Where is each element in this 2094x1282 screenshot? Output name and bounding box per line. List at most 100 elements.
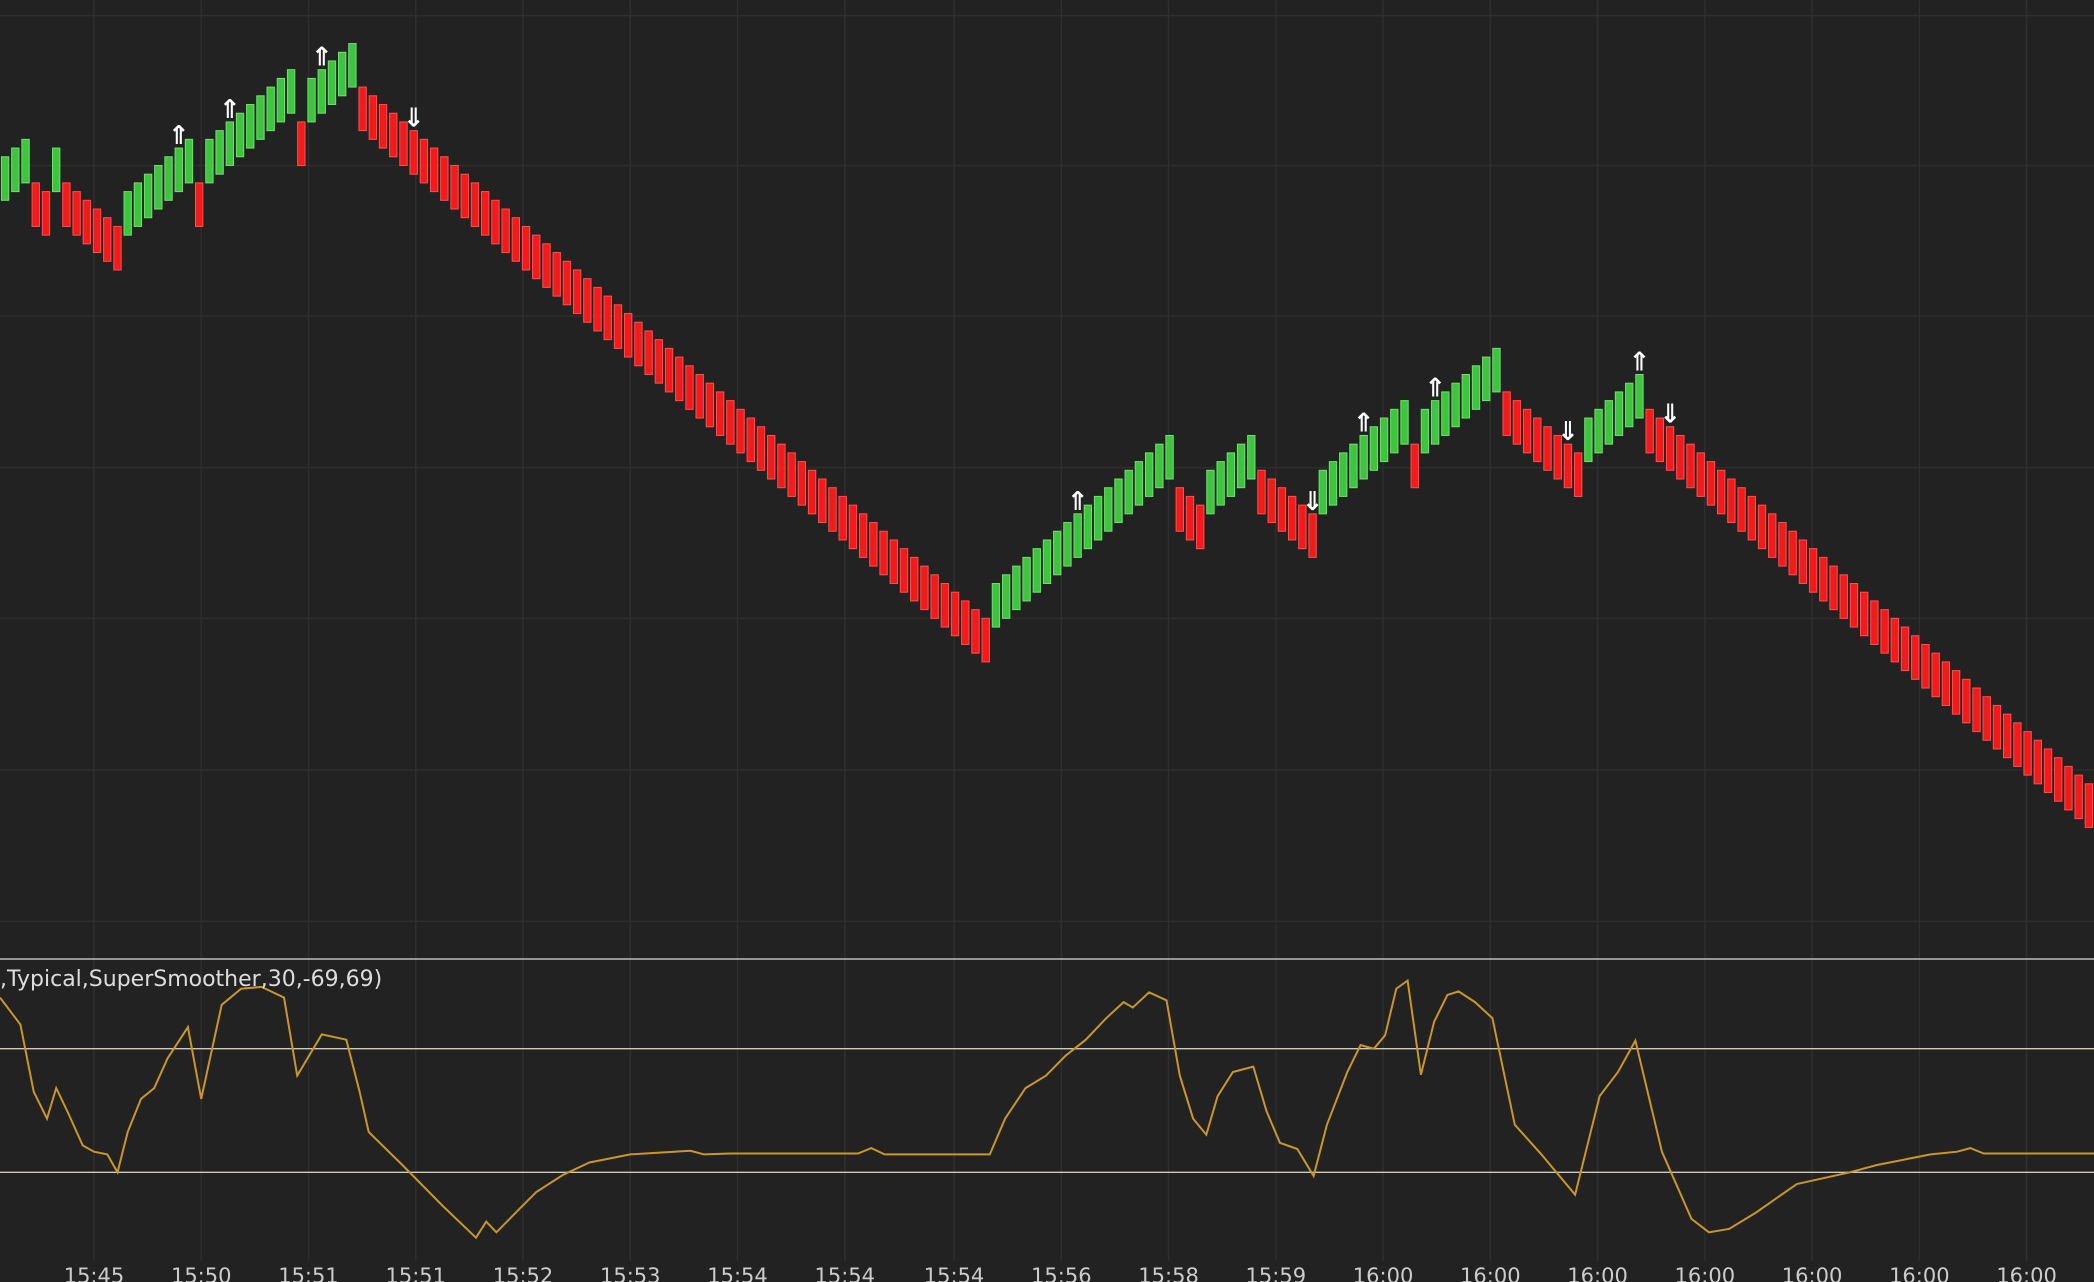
renko-brick bbox=[767, 434, 776, 480]
renko-brick bbox=[1716, 469, 1726, 515]
renko-brick bbox=[818, 478, 827, 524]
renko-brick bbox=[1277, 487, 1287, 532]
renko-brick bbox=[1788, 530, 1797, 576]
renko-brick bbox=[848, 504, 858, 550]
renko-brick bbox=[215, 130, 224, 175]
renko-brick bbox=[521, 225, 531, 271]
renko-brick bbox=[1727, 478, 1736, 524]
x-tick-label: 15:51 bbox=[385, 1264, 446, 1282]
renko-brick bbox=[429, 147, 439, 193]
renko-brick bbox=[123, 191, 132, 236]
renko-brick bbox=[389, 112, 398, 158]
renko-brick bbox=[470, 182, 480, 227]
renko-brick bbox=[1829, 565, 1838, 611]
renko-brick bbox=[1104, 487, 1113, 532]
renko-brick bbox=[450, 164, 459, 210]
renko-brick bbox=[1941, 661, 1951, 706]
renko-brick bbox=[1420, 408, 1430, 454]
x-tick-label: 15:54 bbox=[814, 1264, 875, 1282]
renko-brick bbox=[31, 182, 40, 227]
x-tick-label: 16:00 bbox=[1460, 1264, 1521, 1282]
renko-brick bbox=[1124, 469, 1133, 515]
renko-brick bbox=[358, 86, 367, 132]
renko-brick bbox=[1216, 461, 1225, 506]
x-tick-label: 16:00 bbox=[1567, 1264, 1628, 1282]
renko-brick bbox=[1236, 443, 1246, 489]
renko-brick bbox=[1114, 478, 1123, 524]
renko-brick bbox=[164, 156, 173, 201]
renko-brick bbox=[828, 487, 837, 532]
renko-brick bbox=[1287, 495, 1297, 541]
renko-brick bbox=[184, 138, 194, 184]
renko-brick bbox=[869, 522, 878, 567]
renko-brick bbox=[338, 51, 347, 97]
renko-brick bbox=[1676, 434, 1685, 480]
renko-brick bbox=[1083, 504, 1093, 550]
indicator-title: ,Typical,SuperSmoother,30,-69,69) bbox=[0, 967, 382, 992]
renko-brick bbox=[1032, 548, 1041, 593]
renko-brick bbox=[899, 548, 909, 593]
renko-brick bbox=[1962, 678, 1971, 724]
renko-brick bbox=[409, 130, 418, 175]
renko-brick bbox=[327, 60, 337, 106]
renko-brick bbox=[82, 199, 92, 245]
renko-brick bbox=[1819, 556, 1828, 602]
x-tick-label: 15:53 bbox=[600, 1264, 661, 1282]
renko-brick bbox=[1584, 417, 1593, 463]
renko-brick bbox=[920, 565, 929, 611]
renko-brick bbox=[307, 77, 316, 123]
renko-brick bbox=[726, 400, 735, 445]
signal-arrow: ⇑ bbox=[1629, 347, 1651, 377]
renko-brick bbox=[276, 77, 286, 123]
signal-arrow: ⇑ bbox=[168, 121, 190, 151]
renko-brick bbox=[1175, 487, 1184, 532]
renko-brick bbox=[1982, 696, 1991, 741]
x-tick-label: 15:58 bbox=[1138, 1264, 1199, 1282]
x-tick-label: 15:50 bbox=[171, 1264, 232, 1282]
renko-brick bbox=[481, 191, 490, 236]
renko-brick bbox=[889, 539, 898, 585]
renko-brick bbox=[1686, 443, 1695, 489]
renko-brick bbox=[501, 208, 510, 254]
renko-brick bbox=[1226, 452, 1236, 497]
signal-arrow: ⇑ bbox=[1353, 408, 1375, 438]
renko-brick bbox=[1206, 469, 1215, 515]
renko-brick bbox=[1155, 443, 1164, 489]
x-tick-label: 15:52 bbox=[493, 1264, 554, 1282]
renko-brick bbox=[1267, 478, 1276, 524]
renko-brick bbox=[644, 330, 653, 375]
renko-brick bbox=[1410, 443, 1419, 489]
renko-brick bbox=[715, 391, 725, 436]
renko-brick bbox=[1482, 356, 1491, 402]
renko-brick bbox=[235, 112, 245, 158]
renko-brick bbox=[572, 269, 582, 315]
renko-brick bbox=[797, 461, 807, 506]
renko-brick bbox=[52, 147, 61, 193]
renko-brick bbox=[1921, 643, 1930, 689]
renko-brick bbox=[1553, 434, 1562, 480]
renko-brick bbox=[1655, 417, 1665, 463]
renko-brick bbox=[675, 356, 684, 402]
renko-brick bbox=[1144, 452, 1154, 497]
renko-brick bbox=[532, 234, 541, 280]
renko-brick bbox=[950, 591, 960, 637]
renko-brick bbox=[981, 617, 990, 663]
renko-brick bbox=[1911, 635, 1920, 680]
renko-brick bbox=[705, 382, 715, 428]
renko-brick bbox=[1196, 504, 1205, 550]
renko-brick bbox=[910, 556, 919, 602]
renko-brick bbox=[1318, 469, 1327, 515]
renko-brick bbox=[1900, 626, 1910, 672]
renko-brick bbox=[62, 182, 71, 227]
renko-brick bbox=[1461, 373, 1470, 419]
renko-brick bbox=[1859, 591, 1869, 637]
renko-brick bbox=[378, 104, 388, 149]
renko-brick bbox=[143, 173, 153, 219]
renko-brick bbox=[11, 147, 20, 193]
renko-brick bbox=[583, 278, 592, 323]
renko-brick bbox=[2002, 713, 2012, 759]
x-tick-label: 15:54 bbox=[707, 1264, 768, 1282]
renko-brick bbox=[2084, 783, 2094, 828]
signal-arrow: ⇑ bbox=[1067, 487, 1089, 517]
